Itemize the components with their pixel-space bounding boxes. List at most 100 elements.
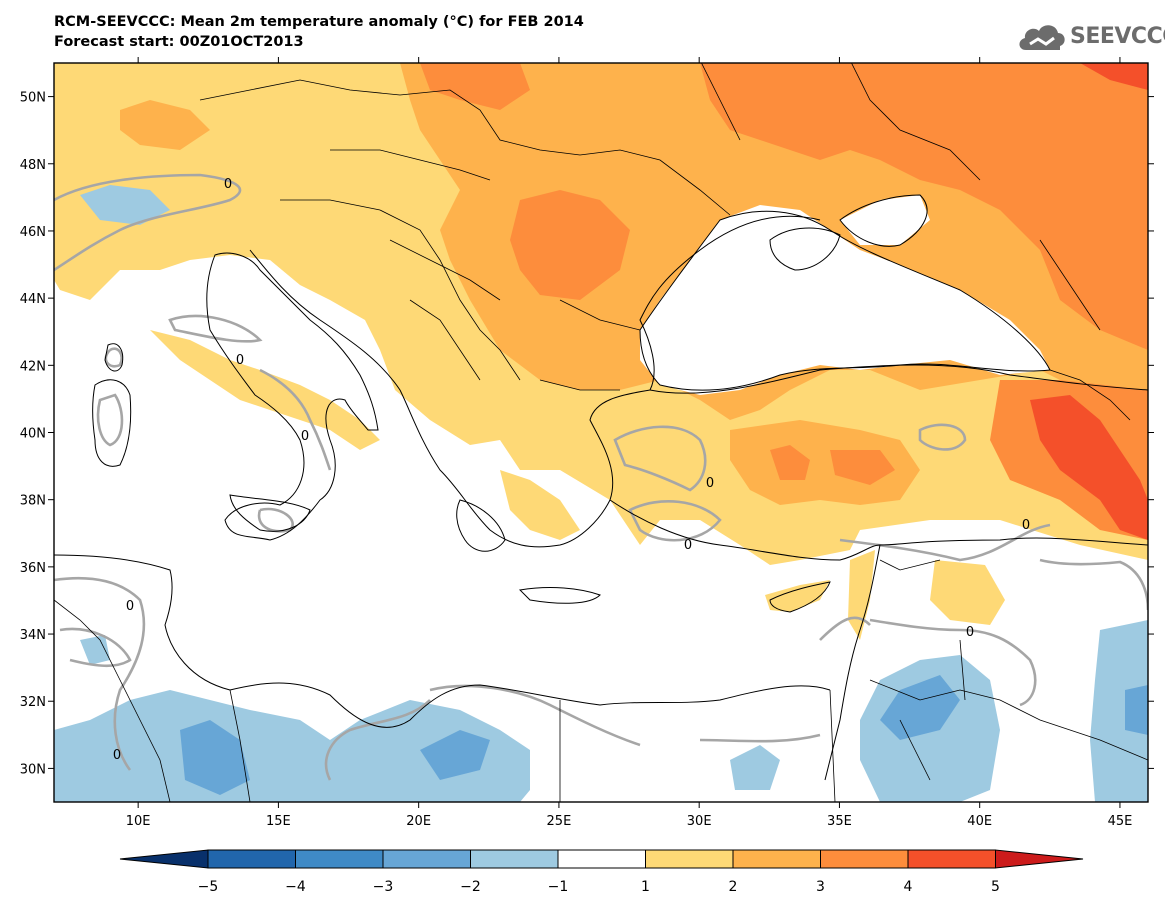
forecast-start: Forecast start: 00Z01OCT2013 [54, 34, 304, 50]
anomaly-band-neg2-3-east [1125, 685, 1148, 735]
lat-tick-label: 50N [20, 91, 46, 106]
colorbar-high-triangle [995, 849, 1084, 869]
zero-contour-line [54, 576, 146, 771]
zero-contour-line [699, 733, 821, 743]
contour-label: 0 [684, 538, 692, 553]
lon-tick-label: 45E [1108, 814, 1133, 829]
contour-label: 0 [224, 177, 232, 192]
colorbar-label: 2 [729, 879, 738, 895]
contour-label: 0 [1022, 518, 1030, 533]
contour-label: 0 [113, 748, 121, 763]
anomaly-band-3-4-anatolia-2 [830, 450, 895, 485]
zero-contour-line [59, 627, 132, 668]
lat-tick-label: 48N [20, 158, 46, 173]
anomaly-band-4-5-caucasus [1030, 395, 1148, 540]
colorbar-bin [295, 849, 384, 869]
lat-tick-label: 34N [20, 628, 46, 643]
cyprus-coastline [769, 581, 831, 613]
zero-contour-line [918, 423, 967, 451]
colorbar-bin [645, 849, 734, 869]
seevccc-logo: SEEVCCC [1016, 20, 1165, 54]
logo-text: SEEVCCC [1070, 24, 1165, 49]
map-title: RCM-SEEVCCC: Mean 2m temperature anomaly… [54, 14, 584, 30]
sea-of-azov [840, 195, 930, 245]
north-africa-coastline [54, 554, 831, 728]
colorbar-label: 5 [991, 879, 1000, 895]
lon-tick-label: 30E [687, 814, 712, 829]
zero-contour-line [324, 699, 431, 781]
zero-contour-line [613, 425, 707, 492]
zero-contour-line [257, 507, 294, 533]
anomaly-band-3-4-anatolia-1 [770, 445, 810, 480]
colorbar-label: −5 [198, 879, 219, 895]
zero-contour-line [104, 347, 123, 368]
anomaly-band-2-3-turkey [730, 420, 920, 505]
anomaly-band-1-2-cyprus [765, 580, 830, 612]
colorbar: −5 −4 −3 −2 −1 1 2 3 4 5 [119, 849, 1084, 895]
anomaly-band-neg2-3-tunisia [180, 720, 250, 795]
anomaly-band-1-2-sw [150, 330, 380, 450]
lat-tick-label: 30N [20, 762, 46, 777]
anomaly-band-neg1-2-alps [80, 185, 170, 225]
anomaly-band-neg1-2-algeria [80, 635, 110, 665]
zero-contour-line [259, 368, 332, 471]
colorbar-label: −2 [460, 879, 481, 895]
colorbar-label: 1 [641, 879, 650, 895]
zero-contour-line [96, 393, 124, 447]
longitude-axis: 10E 15E 20E 25E 30E 35E 40E 45E [126, 57, 1133, 829]
contour-label: 0 [706, 476, 714, 491]
latitude-axis: 30N 32N 34N 36N 38N 40N 42N 44N 46N 48N 50N [20, 91, 1154, 777]
peloponnese-coastline [456, 499, 506, 552]
levant-coastline [824, 544, 881, 781]
zero-contour-labels: 0 0 0 0 0 0 0 0 0 [113, 177, 1030, 763]
balkan-coastline [249, 215, 821, 548]
anomaly-band-neg1-2-north-africa [54, 690, 530, 802]
lon-tick-label: 35E [827, 814, 852, 829]
colorbar-label: −3 [373, 879, 394, 895]
colorbar-bin [557, 849, 646, 869]
colorbar-label: −4 [285, 879, 306, 895]
sardinia-coastline [92, 379, 132, 467]
colorbar-label: 4 [904, 879, 913, 895]
black-sea [640, 205, 1050, 395]
colorbar-low-triangle [119, 849, 209, 869]
anomaly-band-1-2-syria [930, 560, 1005, 625]
zero-contour-line [54, 173, 242, 272]
colorbar-bin [907, 849, 996, 869]
colorbar-bin [470, 849, 559, 869]
anomaly-band-2-3-west [120, 100, 210, 150]
zero-contour-line [869, 618, 1037, 707]
zero-contour-line [628, 500, 722, 542]
map-title-block: RCM-SEEVCCC: Mean 2m temperature anomaly… [54, 12, 584, 52]
lat-tick-label: 42N [20, 359, 46, 374]
lat-tick-label: 32N [20, 695, 46, 710]
contour-label: 0 [236, 353, 244, 368]
colorbar-bin [732, 849, 821, 869]
lat-tick-label: 44N [20, 292, 46, 307]
lon-tick-label: 40E [967, 814, 992, 829]
lat-tick-label: 36N [20, 561, 46, 576]
sicily-coastline [229, 494, 311, 532]
black-sea-coastline [639, 210, 1051, 391]
anomaly-band-1-2-anatolia [500, 470, 580, 540]
anomaly-band-3-4-northeast [700, 63, 1148, 350]
colorbar-bin [207, 849, 296, 869]
contour-label: 0 [301, 429, 309, 444]
contour-label: 0 [126, 599, 134, 614]
lat-tick-label: 46N [20, 225, 46, 240]
zero-contour-line [819, 616, 871, 641]
lat-tick-label: 40N [20, 427, 46, 442]
zero-contours [54, 173, 1148, 781]
anomaly-band-3-4-ukraine [420, 63, 530, 110]
lon-tick-label: 15E [266, 814, 291, 829]
lat-tick-label: 38N [20, 494, 46, 509]
anomaly-band-4-5-northeast [1080, 63, 1148, 90]
crimea-coastline [769, 227, 841, 271]
colorbar-bin [820, 849, 909, 869]
azov-coastline [839, 194, 928, 247]
colorbar-label: −1 [548, 879, 569, 895]
country-borders [54, 63, 1148, 802]
coastlines-and-borders [54, 63, 1148, 802]
anomaly-band-neg1-2-egypt [730, 745, 780, 790]
